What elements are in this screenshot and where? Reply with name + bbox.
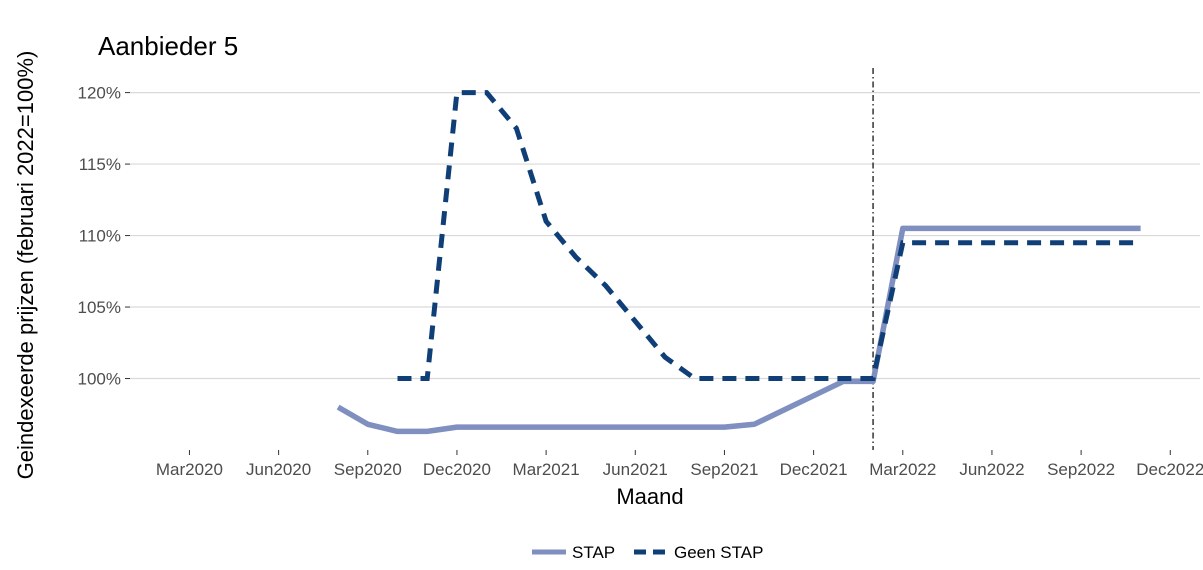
x-axis-title: Maand xyxy=(616,484,683,509)
x-tick-label: Mar2022 xyxy=(869,460,936,479)
y-tick-label: 115% xyxy=(79,155,121,174)
x-tick-label: Sep2022 xyxy=(1047,460,1115,479)
legend: STAP Geen STAP xyxy=(532,543,763,562)
x-tick-label: Jun2022 xyxy=(959,460,1024,479)
x-tick-label: Dec2022 xyxy=(1136,460,1203,479)
legend-label: Geen STAP xyxy=(674,543,763,562)
x-tick-label: Dec2020 xyxy=(423,460,491,479)
x-tick-label: Dec2021 xyxy=(780,460,848,479)
series-line-geen-stap xyxy=(397,90,1141,381)
y-tick-label: 120% xyxy=(78,84,121,103)
x-tick-label: Sep2021 xyxy=(690,460,758,479)
x-axis-ticks: Mar2020 Jun2020 Sep2020 Dec2020 Mar2021 Jun20… xyxy=(156,450,1203,479)
y-axis-title: Geindexeerde prijzen (februari 2022=100%… xyxy=(13,51,38,480)
y-tick-label: 105% xyxy=(78,298,121,317)
y-axis-ticks: 100% 105% 110% 115% 120% xyxy=(78,84,130,389)
x-tick-label: Sep2020 xyxy=(334,460,402,479)
x-tick-label: Jun2021 xyxy=(603,460,668,479)
series-line-stap xyxy=(336,225,1141,435)
x-tick-label: Jun2020 xyxy=(246,460,311,479)
chart-title: Aanbieder 5 xyxy=(98,31,238,61)
legend-label: STAP xyxy=(572,543,615,562)
gridlines xyxy=(130,91,1200,380)
y-tick-label: 110% xyxy=(79,227,121,246)
x-tick-label: Mar2020 xyxy=(156,460,223,479)
series-layer xyxy=(336,90,1141,435)
x-tick-label: Mar2021 xyxy=(513,460,580,479)
y-tick-label: 100% xyxy=(78,370,121,389)
